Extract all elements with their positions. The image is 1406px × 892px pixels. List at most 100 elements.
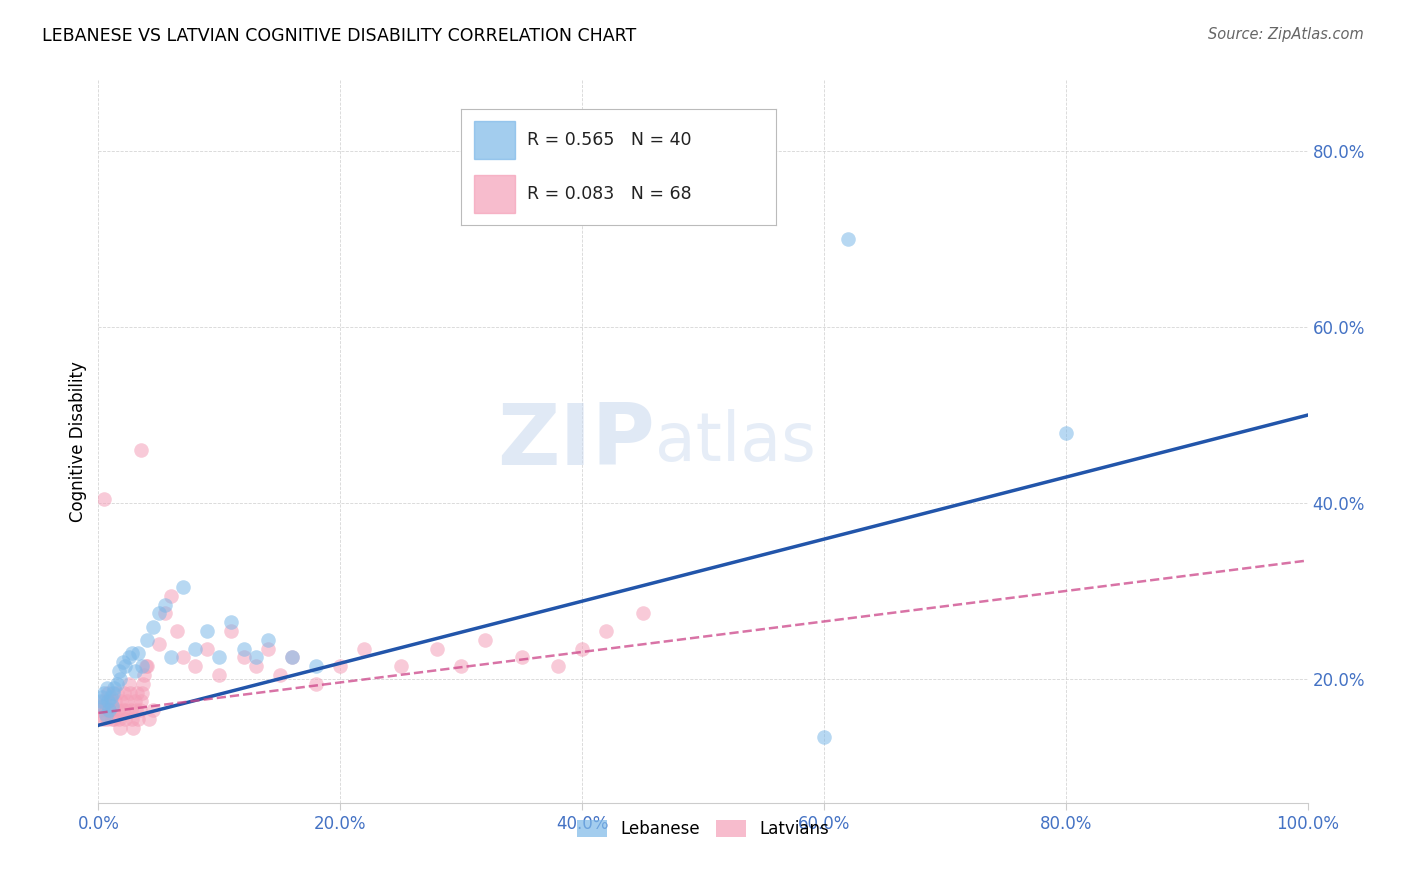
Legend: Lebanese, Latvians: Lebanese, Latvians [569, 814, 837, 845]
Point [105, 686, 128, 700]
Point [100, 694, 122, 708]
Point [103, 681, 125, 696]
Point [1054, 425, 1077, 440]
Point [121, 646, 143, 660]
Point [547, 659, 569, 673]
Text: atlas: atlas [655, 409, 815, 475]
Point [101, 686, 124, 700]
Point [98, 703, 121, 717]
Point [221, 624, 243, 638]
Point [184, 659, 207, 673]
Point [96, 681, 118, 696]
Point [91, 712, 114, 726]
Point [108, 664, 131, 678]
Point [90, 694, 112, 708]
Y-axis label: Cognitive Disability: Cognitive Disability [69, 361, 87, 522]
Point [125, 703, 148, 717]
Point [474, 632, 496, 647]
Point [153, 598, 176, 612]
Point [138, 712, 160, 726]
Point [118, 677, 141, 691]
Point [232, 650, 254, 665]
Point [132, 677, 155, 691]
Point [256, 641, 278, 656]
Point [281, 650, 304, 665]
Point [208, 650, 231, 665]
Point [153, 607, 176, 621]
Point [389, 659, 412, 673]
Point [111, 703, 134, 717]
Point [148, 637, 170, 651]
Point [269, 668, 291, 682]
Point [104, 694, 127, 708]
Point [108, 712, 131, 726]
Point [124, 664, 146, 678]
Point [571, 641, 593, 656]
Point [135, 659, 157, 673]
Point [837, 232, 859, 246]
Point [107, 703, 129, 717]
Point [134, 668, 156, 682]
Point [94, 707, 117, 722]
Point [122, 721, 145, 735]
Point [101, 703, 124, 717]
Point [305, 677, 328, 691]
Point [127, 712, 149, 726]
Point [195, 624, 218, 638]
Point [813, 730, 835, 744]
Point [127, 686, 149, 700]
Point [93, 694, 115, 708]
Point [118, 686, 141, 700]
Point [172, 650, 194, 665]
Point [160, 589, 183, 603]
Point [129, 694, 152, 708]
Point [595, 624, 617, 638]
Point [131, 659, 153, 673]
Point [91, 698, 114, 713]
Point [100, 690, 122, 704]
Point [184, 641, 207, 656]
Point [172, 580, 194, 594]
Point [91, 690, 114, 704]
Point [114, 712, 136, 726]
Point [105, 677, 128, 691]
Point [281, 650, 304, 665]
Point [93, 686, 115, 700]
Point [103, 712, 125, 726]
Point [111, 655, 134, 669]
Point [97, 686, 120, 700]
Point [90, 698, 112, 713]
Point [118, 650, 141, 665]
Point [510, 650, 533, 665]
Text: LEBANESE VS LATVIAN COGNITIVE DISABILITY CORRELATION CHART: LEBANESE VS LATVIAN COGNITIVE DISABILITY… [42, 27, 637, 45]
Point [100, 698, 122, 713]
Point [97, 694, 120, 708]
Point [110, 694, 132, 708]
Text: Source: ZipAtlas.com: Source: ZipAtlas.com [1208, 27, 1364, 42]
Point [131, 686, 153, 700]
Point [94, 703, 117, 717]
Point [166, 624, 188, 638]
Point [245, 659, 267, 673]
Point [232, 641, 254, 656]
Point [91, 707, 114, 722]
Point [142, 703, 165, 717]
Point [208, 668, 231, 682]
Text: ZIP: ZIP [496, 400, 655, 483]
Point [89, 703, 111, 717]
Point [93, 491, 115, 506]
Point [124, 694, 146, 708]
Point [305, 659, 328, 673]
Point [256, 632, 278, 647]
Point [135, 659, 157, 673]
Point [142, 619, 165, 633]
Point [121, 712, 143, 726]
Point [195, 641, 218, 656]
Point [353, 641, 375, 656]
Point [450, 659, 472, 673]
Point [221, 615, 243, 630]
Point [98, 703, 121, 717]
Point [96, 712, 118, 726]
Point [114, 659, 136, 673]
Point [129, 443, 152, 458]
